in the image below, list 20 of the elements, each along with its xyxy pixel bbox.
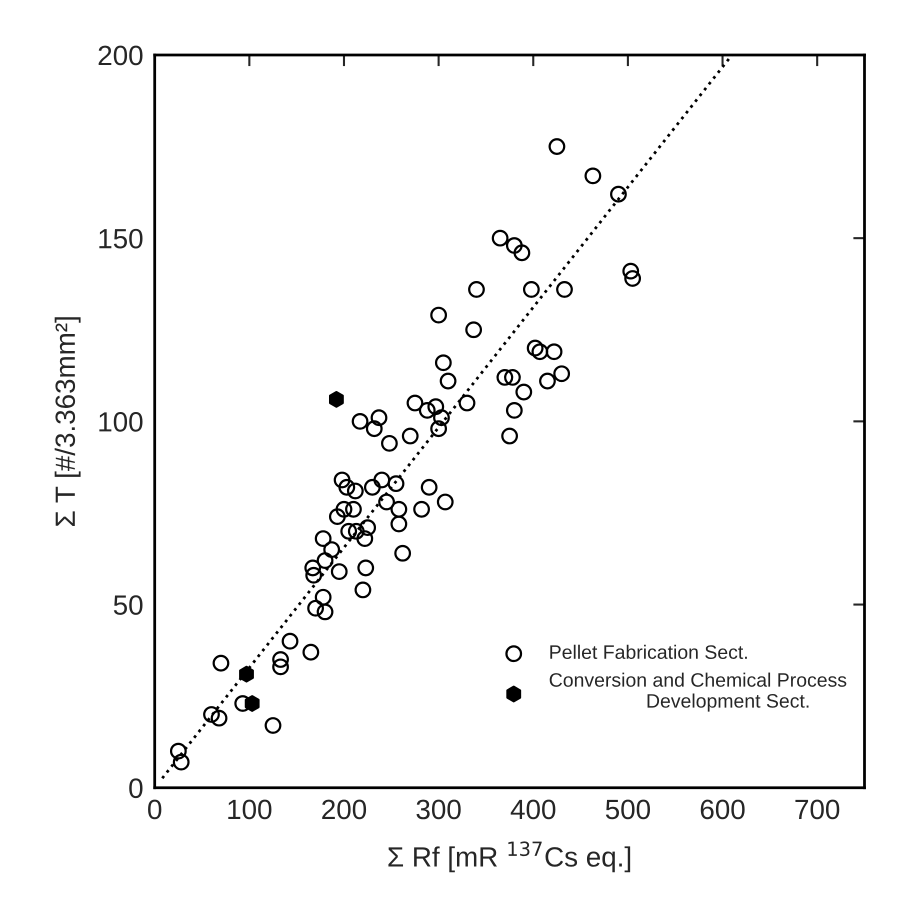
x-tick-label: 500	[606, 800, 650, 820]
x-tick-label: 700	[795, 800, 840, 820]
point	[328, 390, 344, 408]
point	[239, 666, 254, 683]
y-tick-label: 150	[99, 228, 143, 248]
x-axis-title: Σ Rf [mR $^{137}$Cs eq.]	[388, 841, 630, 872]
y-tick-label: 50	[114, 595, 143, 615]
y-tick-label: 0	[129, 778, 143, 798]
y-tick-label: 100	[99, 412, 143, 432]
x-tick-label: 600	[700, 800, 745, 820]
point	[244, 695, 260, 712]
y-tick-label: 200	[98, 46, 143, 66]
legend-label: Conversion and Chemical Process Development Sect.	[550, 672, 846, 712]
legend-label: Pellet Fabrication Sect.	[550, 644, 747, 659]
x-tick-label: 300	[416, 800, 461, 820]
x-tick-label: 200	[322, 800, 366, 820]
x-tick-label: 0	[148, 800, 162, 820]
x-tick-label: 400	[510, 800, 556, 820]
y-axis-title: Σ T [#/3.363mm²]	[54, 317, 81, 526]
x-tick-label: 100	[228, 800, 272, 820]
